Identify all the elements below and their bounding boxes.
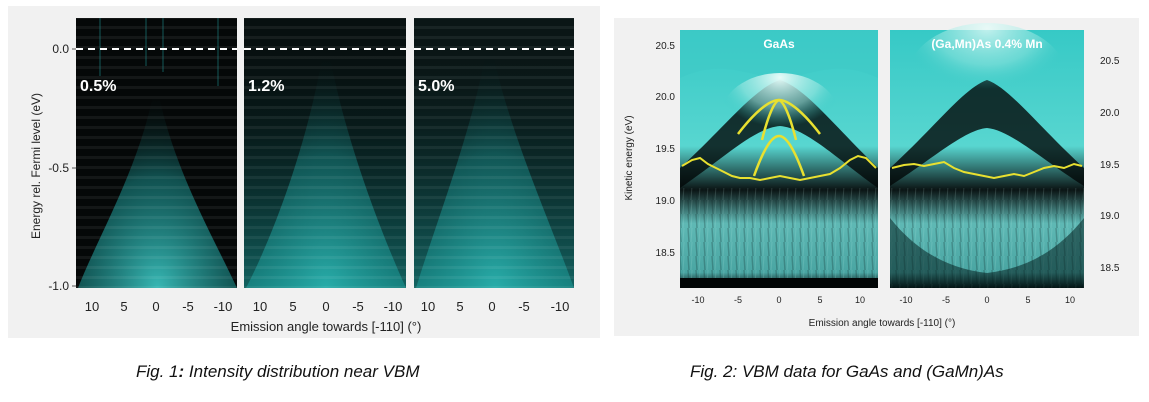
fig2-left-yticks: 20.5 20.0 19.5 19.0 18.5 xyxy=(656,41,676,259)
fig1-panel-1-label: 0.5% xyxy=(80,78,116,95)
fig2-ytick: 19.0 xyxy=(656,196,676,207)
fig1-xtick: 5 xyxy=(456,299,463,314)
fig2-xtick: 0 xyxy=(984,295,989,305)
fig1-caption-text: Intensity distribution near VBM xyxy=(188,362,420,381)
fig2-ytick: 20.0 xyxy=(656,92,676,103)
fig2-panel-gamnas-label: (Ga,Mn)As 0.4% Mn xyxy=(931,37,1042,51)
fig1-panel-2-label: 1.2% xyxy=(248,78,284,95)
fig2-ylabel: Kinetic energy (eV) xyxy=(624,115,635,200)
fig1-xticks: 10 5 0 -5 -10 10 5 0 -5 -10 10 5 0 -5 -1… xyxy=(85,299,570,314)
fig2-ytick: 19.5 xyxy=(656,144,676,155)
fig1-panel-3: 5.0% xyxy=(414,18,574,288)
fig2-xtick: -10 xyxy=(691,295,704,305)
fig2-caption: Fig. 2: VBM data for GaAs and (GaMn)As xyxy=(690,362,1004,381)
fig2-xtick: 5 xyxy=(817,295,822,305)
fig1-xlabel: Emission angle towards [-110] (°) xyxy=(231,319,422,334)
fig2-xticks: -10 -5 0 5 10 -10 -5 0 5 10 xyxy=(691,295,1075,305)
fig1-yticks: 0.0 -0.5 -1.0 xyxy=(48,42,69,293)
fig1-xtick: 0 xyxy=(152,299,159,314)
fig1-xtick: 5 xyxy=(289,299,296,314)
fig1-panel-3-label: 5.0% xyxy=(418,78,454,95)
fig2-xtick: 5 xyxy=(1025,295,1030,305)
fig1-xtick: 0 xyxy=(488,299,495,314)
fig2-gamnas-fit-curve xyxy=(891,160,1083,180)
figure-2: Kinetic energy (eV) 20.5 20.0 19.5 19.0 … xyxy=(614,18,1139,336)
fig2-xlabel: Emission angle towards [-110] (°) xyxy=(809,318,956,329)
fig2-panel-gaas-label: GaAs xyxy=(763,37,795,51)
fig1-ytick: 0.0 xyxy=(52,42,69,56)
fig1-panel-2: 1.2% xyxy=(244,18,406,288)
fig2-gaas-fit-curves xyxy=(681,98,877,182)
fig1-caption: Fig. 1: Intensity distribution near VBM xyxy=(136,362,419,382)
figure-1: Energy rel. Fermi level (eV) Emission an… xyxy=(8,6,600,338)
fig2-xtick: -5 xyxy=(734,295,742,305)
fig1-ytick: -0.5 xyxy=(48,161,69,175)
fig1-xtick: 10 xyxy=(85,299,99,314)
fig1-xtick: -5 xyxy=(352,299,364,314)
fig2-ytick: 20.5 xyxy=(1100,56,1120,67)
fig2-ytick: 20.0 xyxy=(1100,108,1120,119)
fig1-caption-prefix: Fig. 1 xyxy=(136,362,179,381)
fig1-xtick: -10 xyxy=(384,299,403,314)
fig1-panel-1: 0.5% xyxy=(76,18,237,288)
fig2-xtick: 0 xyxy=(776,295,781,305)
fig1-xtick: 10 xyxy=(253,299,267,314)
fig1-xtick: -5 xyxy=(182,299,194,314)
fig2-right-yticks: 20.5 20.0 19.5 19.0 18.5 xyxy=(1100,56,1120,274)
fig2-ytick: 19.5 xyxy=(1100,160,1120,171)
fig1-xtick: 5 xyxy=(120,299,127,314)
fig2-panel-gaas: GaAs xyxy=(680,30,878,288)
fig2-xtick: 10 xyxy=(1065,295,1075,305)
fig1-xtick: 0 xyxy=(322,299,329,314)
fig2-ytick: 18.5 xyxy=(656,248,676,259)
fig1-xtick: -10 xyxy=(551,299,570,314)
fig2-xtick: -5 xyxy=(942,295,950,305)
fig1-xtick: -10 xyxy=(214,299,233,314)
fig1-xtick: 10 xyxy=(421,299,435,314)
fig2-ytick: 19.0 xyxy=(1100,211,1120,222)
fig2-panel-gamnas: (Ga,Mn)As 0.4% Mn xyxy=(890,23,1084,288)
fig1-ylabel: Energy rel. Fermi level (eV) xyxy=(29,93,43,239)
fig1-caption-sep: : xyxy=(178,362,189,381)
fig1-xtick: -5 xyxy=(518,299,530,314)
fig2-xtick: -10 xyxy=(899,295,912,305)
fig2-ytick: 20.5 xyxy=(656,41,676,52)
fig2-ytick: 18.5 xyxy=(1100,263,1120,274)
fig2-xtick: 10 xyxy=(855,295,865,305)
fig1-ytick: -1.0 xyxy=(48,279,69,293)
